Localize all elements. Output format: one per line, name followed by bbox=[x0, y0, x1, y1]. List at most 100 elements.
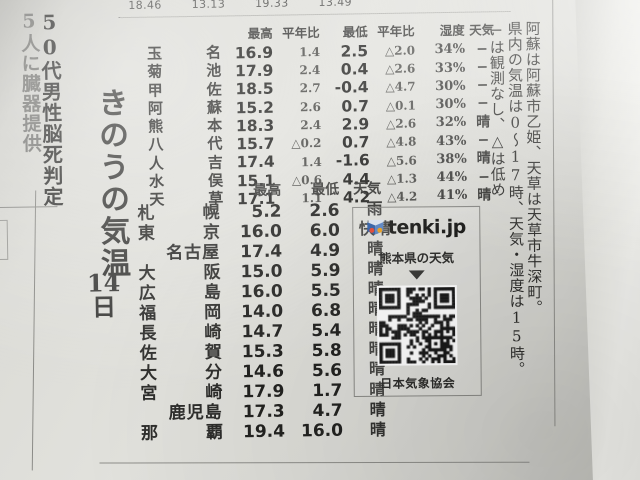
footnote-line-2: 県内の気温は0〜17時、天気・湿度は15時。 bbox=[505, 20, 527, 377]
article-headline: 50代男性脳死判定 5人に臓器提供 bbox=[18, 10, 65, 208]
qr-code-canvas bbox=[378, 287, 456, 364]
col-low: 最低 bbox=[342, 24, 368, 40]
row-low: 2.6 bbox=[309, 200, 340, 221]
row-humidity: 44% bbox=[436, 169, 468, 186]
row-city-name: 大阪 bbox=[138, 262, 221, 284]
row-low: 4.9 bbox=[309, 240, 341, 261]
row-high: 5.2 bbox=[251, 201, 282, 222]
row-low: 5.4 bbox=[311, 320, 342, 341]
strip-value-1: 18.46 bbox=[128, 0, 162, 12]
col-high-norm: 平年比 bbox=[282, 24, 320, 41]
tenki-jp-logo: tenki.jp bbox=[366, 216, 466, 239]
row-high: 15.7 bbox=[236, 134, 275, 154]
tenki-jp-ad-box[interactable]: tenki.jp 熊本県の天気 日本気象協会 bbox=[352, 205, 482, 398]
row-low: -1.6 bbox=[335, 151, 370, 171]
left-column-divider bbox=[31, 190, 37, 471]
row-high: 15.2 bbox=[235, 98, 275, 117]
row-city-name: 熊本 bbox=[148, 116, 223, 136]
row-low-norm: △2.6 bbox=[385, 61, 416, 77]
row-humidity: 43% bbox=[435, 133, 467, 149]
row-low: 5.6 bbox=[311, 360, 343, 382]
row-low-norm: △2.0 bbox=[384, 43, 416, 58]
row-high-norm: 2.6 bbox=[299, 99, 322, 114]
row-low: 2.5 bbox=[340, 41, 369, 61]
row-humidity: 34% bbox=[434, 41, 466, 58]
row-low: 1.7 bbox=[312, 380, 343, 402]
row-high-norm: 2.4 bbox=[299, 63, 321, 78]
bottom-rule bbox=[99, 461, 530, 464]
row-low: 2.9 bbox=[341, 115, 370, 134]
row-city-name: 玉名 bbox=[146, 43, 222, 63]
left-horizontal-rule bbox=[0, 206, 58, 209]
row-low: 4.7 bbox=[312, 400, 343, 422]
row-city-name: 大分 bbox=[139, 362, 223, 384]
row-city-name: 那覇 bbox=[140, 422, 224, 444]
row-high-norm: 1.4 bbox=[300, 154, 322, 169]
row-low: 16.0 bbox=[300, 420, 344, 442]
row-city-name: 広島 bbox=[138, 282, 221, 304]
row-high: 17.9 bbox=[234, 61, 274, 81]
row-high: 17.4 bbox=[236, 153, 275, 172]
row-low: 0.7 bbox=[341, 133, 370, 152]
col-name bbox=[137, 184, 223, 204]
row-low: 6.8 bbox=[310, 300, 342, 321]
row-high: 15.3 bbox=[241, 341, 284, 363]
row-high: 14.7 bbox=[241, 321, 284, 343]
row-city-name: 福岡 bbox=[138, 302, 222, 324]
row-high: 15.0 bbox=[240, 261, 283, 282]
col-humidity: 湿度 bbox=[439, 22, 465, 39]
down-triangle-icon bbox=[408, 270, 425, 280]
row-high-norm: 2.4 bbox=[300, 117, 322, 133]
row-low: 0.4 bbox=[340, 60, 369, 79]
tenki-jp-logo-text: tenki.jp bbox=[387, 216, 466, 239]
row-city-name: 鹿児島 bbox=[168, 402, 223, 424]
col-sky: 天気 bbox=[353, 181, 382, 198]
row-city-name: 東京 bbox=[137, 222, 221, 244]
tenki-cube-icon bbox=[366, 219, 384, 236]
footnote-line-1: 阿蘇は阿蘇市乙姫、天草は天草市牛深町。 bbox=[523, 20, 544, 316]
table-row: 那覇 19.4 16.0 晴 bbox=[141, 420, 399, 444]
row-city-name: 菊池 bbox=[147, 61, 222, 82]
col-low-norm: 平年比 bbox=[377, 23, 415, 40]
row-high: 17.3 bbox=[242, 401, 285, 423]
row-city-name: 甲佐 bbox=[147, 80, 222, 100]
row-city-name: 阿蘇 bbox=[147, 98, 223, 118]
footnote-vertical: 阿蘇は阿蘇市乙姫、天草は天草市牛深町。 県内の気温は0〜17時、天気・湿度は15… bbox=[487, 20, 544, 413]
col-high: 最高 bbox=[247, 25, 273, 42]
row-high-norm: 2.7 bbox=[299, 81, 321, 96]
ad-subtitle: 熊本県の天気 bbox=[379, 250, 455, 266]
row-low-norm: △4.7 bbox=[385, 79, 416, 95]
col-low: 最低 bbox=[311, 181, 340, 199]
row-humidity: 33% bbox=[434, 60, 466, 76]
row-city-name: 宮崎 bbox=[140, 382, 223, 404]
row-city-name: 八代 bbox=[148, 134, 223, 155]
row-humidity: 38% bbox=[436, 151, 467, 168]
page-edge-shadow bbox=[574, 0, 640, 480]
row-city-name: 札幌 bbox=[137, 202, 220, 224]
row-sky: 晴 bbox=[369, 419, 387, 439]
row-low-norm: △4.8 bbox=[386, 134, 417, 150]
row-city-name: 長崎 bbox=[139, 322, 222, 344]
row-low: 5.9 bbox=[310, 260, 341, 281]
row-humidity: 41% bbox=[436, 188, 468, 204]
row-high: 14.6 bbox=[241, 361, 285, 383]
row-low: -0.4 bbox=[334, 78, 369, 98]
row-low: 6.0 bbox=[309, 220, 341, 241]
row-humidity: 30% bbox=[435, 78, 466, 94]
row-city-name: 佐賀 bbox=[139, 342, 222, 364]
section-title: きのうの気温 bbox=[92, 87, 131, 287]
section-date: 14日 bbox=[86, 268, 121, 322]
left-small-box bbox=[0, 219, 9, 261]
row-low: 5.8 bbox=[311, 340, 342, 361]
row-humidity: 30% bbox=[435, 96, 467, 113]
qr-code[interactable] bbox=[376, 285, 458, 366]
footnote-line-3: −は観測なし、△は低め bbox=[487, 20, 507, 198]
row-high: 14.0 bbox=[241, 301, 284, 322]
strip-value-4: 13.49 bbox=[318, 0, 353, 9]
article-headline-main: 50代男性脳死判定 bbox=[37, 10, 65, 208]
section-title-text: きのうの気温 bbox=[92, 87, 131, 280]
strip-value-2: 13.13 bbox=[191, 0, 226, 11]
row-high: 18.3 bbox=[235, 116, 275, 136]
